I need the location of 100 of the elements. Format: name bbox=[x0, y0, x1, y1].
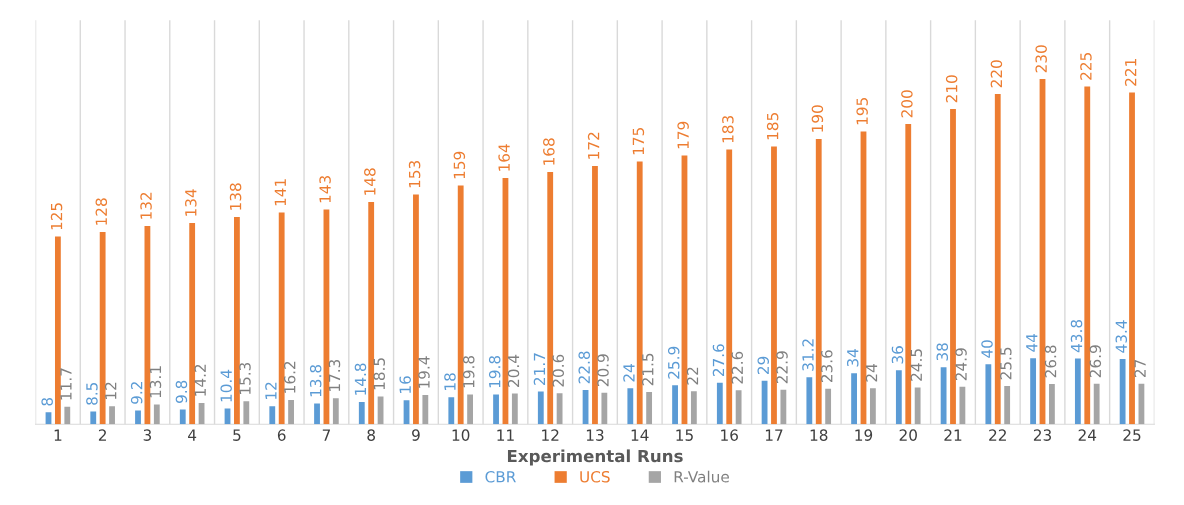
data-label: 125 bbox=[50, 203, 63, 230]
data-label: 43.8 bbox=[1070, 319, 1083, 353]
data-label: 12 bbox=[104, 382, 117, 399]
data-label: 134 bbox=[185, 189, 197, 216]
bar bbox=[601, 392, 608, 425]
data-label: 20.6 bbox=[552, 354, 565, 387]
x-tick-label: 18 bbox=[810, 429, 828, 441]
data-label: 19.8 bbox=[488, 355, 501, 388]
data-label: 29 bbox=[757, 356, 770, 374]
data-label: 20.4 bbox=[507, 354, 520, 387]
bar bbox=[985, 364, 992, 425]
data-label: 16.2 bbox=[283, 361, 296, 393]
bar bbox=[1129, 92, 1135, 425]
x-tick-label: 7 bbox=[322, 429, 330, 441]
bar bbox=[735, 390, 742, 425]
data-label: 132 bbox=[140, 192, 152, 219]
x-tick-label: 23 bbox=[1033, 429, 1052, 441]
bar bbox=[269, 406, 276, 425]
bar bbox=[646, 391, 653, 425]
data-label: 183 bbox=[722, 115, 734, 143]
data-label: 24 bbox=[623, 364, 635, 382]
data-label: 8.5 bbox=[86, 382, 98, 405]
bar bbox=[368, 202, 375, 425]
data-label: 27.6 bbox=[712, 344, 725, 377]
bar bbox=[135, 410, 141, 425]
x-tick-label: 25 bbox=[1123, 429, 1141, 441]
data-label: 19.8 bbox=[462, 355, 475, 388]
data-label: 36 bbox=[891, 346, 904, 364]
data-label: 10.4 bbox=[220, 369, 232, 402]
x-tick-label: 15 bbox=[676, 429, 693, 441]
data-label: 22.9 bbox=[776, 351, 788, 384]
data-label: 14.2 bbox=[194, 364, 206, 396]
x-tick-label: 4 bbox=[188, 429, 197, 441]
data-label: 230 bbox=[1035, 45, 1047, 73]
bar bbox=[672, 385, 678, 425]
bar bbox=[556, 393, 563, 425]
data-label: 9.8 bbox=[175, 380, 188, 403]
data-label: 19.4 bbox=[418, 356, 430, 388]
x-tick-label: 3 bbox=[143, 429, 152, 441]
bar bbox=[448, 397, 455, 425]
legend-label: R-Value bbox=[674, 470, 729, 483]
bar bbox=[815, 138, 822, 425]
data-label: 24 bbox=[865, 364, 878, 382]
bar bbox=[780, 389, 787, 425]
bar bbox=[467, 394, 473, 425]
bar bbox=[243, 401, 250, 425]
x-tick-label: 13 bbox=[586, 429, 604, 441]
bar bbox=[153, 404, 160, 425]
data-label: 175 bbox=[632, 128, 645, 155]
x-tick-label: 12 bbox=[542, 429, 559, 441]
data-label: 225 bbox=[1080, 53, 1092, 80]
x-tick-label: 11 bbox=[497, 429, 514, 441]
data-label: 13.1 bbox=[149, 366, 162, 398]
data-label: 168 bbox=[543, 138, 555, 165]
data-label: 34 bbox=[846, 349, 859, 367]
data-label: 13.8 bbox=[309, 364, 322, 397]
data-label: 221 bbox=[1124, 59, 1137, 86]
data-label: 20.9 bbox=[597, 354, 609, 387]
data-label: 16 bbox=[399, 376, 411, 393]
bar bbox=[1049, 383, 1055, 425]
bar bbox=[332, 398, 339, 425]
data-label: 22.8 bbox=[578, 351, 590, 384]
x-tick-label: 20 bbox=[899, 429, 917, 441]
bar bbox=[1004, 385, 1011, 425]
data-label: 43.4 bbox=[1115, 320, 1128, 353]
data-label: 164 bbox=[498, 144, 510, 171]
bar bbox=[771, 146, 777, 425]
data-label: 9.2 bbox=[130, 382, 143, 404]
data-label: 143 bbox=[319, 176, 331, 203]
bar bbox=[314, 403, 320, 425]
bar bbox=[457, 185, 464, 425]
bar bbox=[547, 171, 554, 425]
bar bbox=[413, 194, 419, 425]
x-axis-title: Experimental Runs bbox=[507, 449, 683, 466]
bar bbox=[914, 387, 921, 425]
bar bbox=[895, 370, 902, 425]
x-tick-label: 24 bbox=[1078, 429, 1097, 441]
data-label: 138 bbox=[229, 183, 242, 210]
x-tick-label: 16 bbox=[721, 429, 738, 441]
data-label: 185 bbox=[766, 113, 779, 140]
data-label: 190 bbox=[811, 105, 824, 132]
data-label: 153 bbox=[408, 161, 421, 188]
data-label: 200 bbox=[901, 90, 913, 118]
bar bbox=[90, 411, 97, 425]
data-label: 21.5 bbox=[641, 353, 654, 386]
data-label: 195 bbox=[856, 98, 868, 125]
x-tick-label: 2 bbox=[98, 429, 106, 441]
bar bbox=[806, 377, 813, 425]
data-label: 22.6 bbox=[731, 351, 744, 384]
data-label: 11.7 bbox=[60, 368, 72, 400]
data-label: 148 bbox=[364, 168, 376, 195]
data-label: 40 bbox=[981, 340, 993, 358]
data-label: 22 bbox=[686, 367, 699, 385]
bar bbox=[1119, 359, 1126, 425]
bar bbox=[422, 395, 429, 425]
bar bbox=[288, 399, 294, 425]
bar bbox=[179, 409, 186, 425]
bar bbox=[278, 212, 285, 425]
bar bbox=[493, 394, 499, 425]
data-label: 128 bbox=[95, 198, 108, 225]
